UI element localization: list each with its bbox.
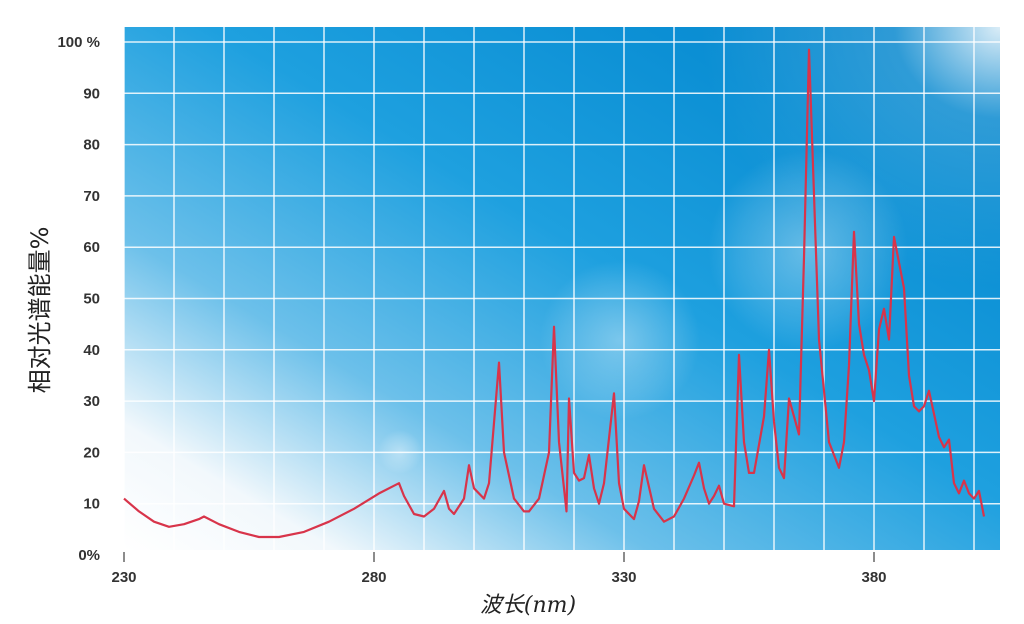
x-tick-label: 330 bbox=[611, 569, 636, 586]
y-tick-label: 90 bbox=[83, 85, 100, 102]
x-tick-label: 280 bbox=[361, 569, 386, 586]
lens-glare-large bbox=[540, 260, 700, 420]
y-tick-label: 60 bbox=[83, 239, 100, 256]
y-axis-label: 相对光谱能量% bbox=[26, 227, 54, 394]
x-axis-ticks: 230 280 330 380 bbox=[111, 552, 887, 586]
x-tick-label: 230 bbox=[111, 569, 136, 586]
y-tick-label: 0% bbox=[78, 547, 100, 564]
y-tick-label: 10 bbox=[83, 496, 100, 513]
y-axis-ticks: 0% 10 20 30 40 50 60 70 80 90 100 % bbox=[57, 34, 100, 564]
y-tick-label: 40 bbox=[83, 342, 100, 359]
lens-glare-ring bbox=[708, 150, 908, 350]
x-axis-label: 波长(nm) bbox=[480, 593, 576, 618]
y-tick-label: 20 bbox=[83, 444, 100, 461]
y-tick-label: 50 bbox=[83, 291, 100, 308]
y-tick-label: 30 bbox=[83, 393, 100, 410]
y-tick-label: 80 bbox=[83, 137, 100, 154]
spectrum-line bbox=[123, 48, 986, 539]
x-tick-label: 380 bbox=[861, 569, 886, 586]
y-tick-label: 100 % bbox=[57, 34, 100, 51]
y-tick-label: 70 bbox=[83, 188, 100, 205]
